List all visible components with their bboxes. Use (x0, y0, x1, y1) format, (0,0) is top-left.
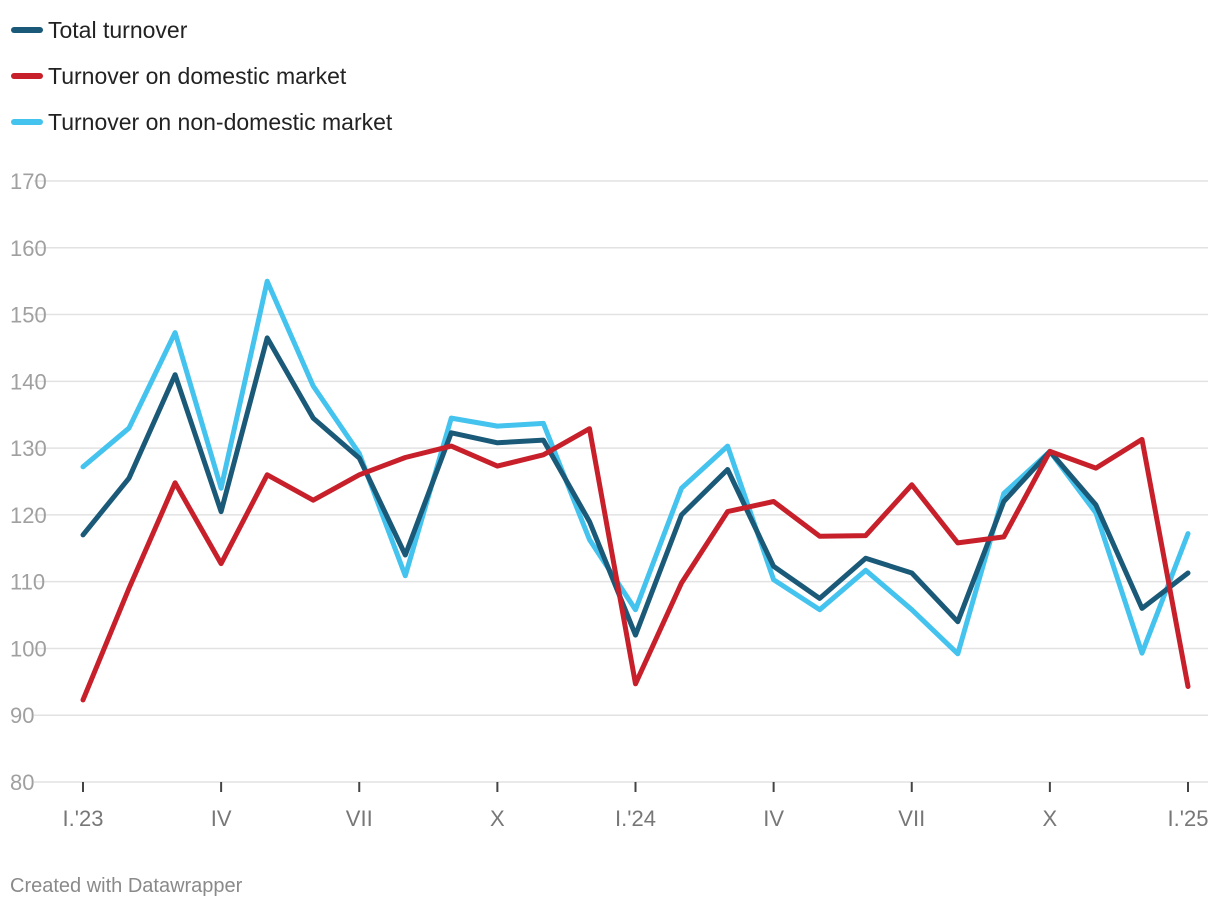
y-tick-label-130: 130 (10, 436, 47, 461)
y-tick-label-140: 140 (10, 369, 47, 394)
y-axis-ticks: 80 90 100 110 120 130 140 150 160 170 (10, 169, 47, 795)
x-tick-label-4: I.'24 (615, 806, 656, 831)
series-line-total-turnover (80, 335, 1191, 638)
x-tick-label-0: I.'23 (63, 806, 104, 831)
y-tick-label-90: 90 (10, 703, 34, 728)
x-tick-label-7: X (1043, 806, 1058, 831)
series-line-turnover-on-domestic-market (80, 426, 1191, 703)
x-tick-label-5: IV (763, 806, 784, 831)
y-tick-label-80: 80 (10, 770, 34, 795)
legend-label-total-turnover: Total turnover (48, 17, 188, 43)
x-tick-label-2: VII (346, 806, 373, 831)
x-tick-label-8: I.'25 (1168, 806, 1209, 831)
x-tick-label-3: X (490, 806, 505, 831)
credit-text: Created with Datawrapper (10, 875, 243, 897)
y-tick-label-160: 160 (10, 236, 47, 261)
y-gridlines (34, 180, 1208, 783)
y-tick-label-120: 120 (10, 503, 47, 528)
legend-label-non-domestic-market: Turnover on non-domestic market (48, 109, 393, 135)
y-tick-label-110: 110 (10, 570, 45, 595)
y-tick-label-150: 150 (10, 303, 47, 328)
y-tick-label-100: 100 (10, 636, 47, 661)
x-tick-label-1: IV (211, 806, 232, 831)
legend: Total turnover Turnover on domestic mark… (11, 17, 393, 135)
x-axis-ticks: I.'23 IV VII X I.'24 IV VII X I.'25 (63, 782, 1209, 831)
y-tick-label-170: 170 (10, 169, 47, 194)
legend-label-domestic-market: Turnover on domestic market (48, 63, 347, 89)
x-tick-label-6: VII (898, 806, 925, 831)
series-lines (80, 278, 1191, 703)
series-line-turnover-on-non-domestic-market (80, 278, 1191, 657)
